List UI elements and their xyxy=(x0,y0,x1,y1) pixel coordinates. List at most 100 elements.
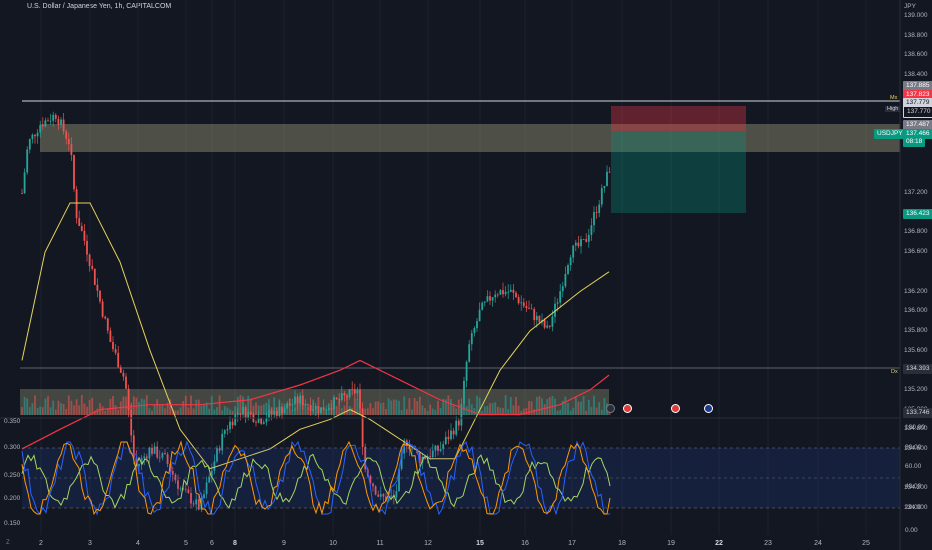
volume-bar xyxy=(65,408,68,415)
volume-bar xyxy=(153,404,156,415)
candle-body xyxy=(606,171,608,187)
candle-body xyxy=(52,114,55,121)
candle-body xyxy=(112,342,114,350)
volume-bar xyxy=(101,406,104,415)
candle-body xyxy=(442,444,445,449)
candle-body xyxy=(101,301,104,317)
candle-body xyxy=(125,376,127,389)
candle-body xyxy=(561,286,564,292)
candle-body xyxy=(325,409,328,411)
supply-zone xyxy=(40,124,900,152)
candle-body xyxy=(494,294,497,298)
volume-bar xyxy=(502,408,504,415)
price-tag-2: 137.823 xyxy=(903,90,932,100)
candle-body xyxy=(320,407,322,414)
volume-bar xyxy=(587,399,590,415)
volume-bar xyxy=(151,410,153,415)
mx-label: Mx xyxy=(890,95,898,101)
us-flag-icon[interactable] xyxy=(704,404,713,413)
candle-body xyxy=(400,453,403,469)
snapshot-icon[interactable] xyxy=(606,404,615,413)
candle-body xyxy=(353,389,356,394)
volume-bar xyxy=(538,396,541,415)
candle-body xyxy=(171,471,174,475)
candle-body xyxy=(535,315,538,321)
volume-bar xyxy=(398,400,400,415)
volume-bar xyxy=(78,405,81,415)
candle-body xyxy=(478,309,481,322)
candle-body xyxy=(439,448,442,451)
volume-bar xyxy=(26,398,29,415)
volume-bar xyxy=(216,407,218,415)
symbol-title[interactable]: U.S. Dollar / Japanese Yen, 1h, CAPITALC… xyxy=(27,3,172,10)
volume-bar xyxy=(517,405,520,415)
volume-bar xyxy=(41,407,44,415)
time-axis-tick: 9 xyxy=(282,540,286,547)
osc-left-tick: 0.350 xyxy=(4,418,21,425)
volume-bar xyxy=(31,403,34,415)
volume-bar xyxy=(23,396,26,415)
volume-bar xyxy=(125,396,127,415)
osc-left-tick: 0.150 xyxy=(4,520,21,527)
volume-bar xyxy=(343,405,346,415)
candle-body xyxy=(377,494,380,497)
volume-bar xyxy=(377,401,380,415)
time-axis-tick: 4 xyxy=(136,540,140,547)
candle-body xyxy=(530,308,533,310)
volume-bar xyxy=(577,401,580,415)
candle-body xyxy=(333,397,335,410)
volume-bar xyxy=(390,400,393,415)
currency-label: JPY xyxy=(904,3,916,10)
candle-body xyxy=(317,405,320,414)
oscillator-green-line xyxy=(21,453,611,509)
time-axis-tick: 2 xyxy=(39,540,43,547)
candle-body xyxy=(148,447,151,459)
volume-bar xyxy=(494,402,497,415)
volume-bar xyxy=(166,402,169,415)
volume-bar xyxy=(548,397,551,415)
candle-body xyxy=(39,125,42,133)
candle-body xyxy=(26,149,29,173)
volume-bar xyxy=(28,407,31,415)
volume-bar xyxy=(93,410,96,415)
volume-bar xyxy=(364,408,367,415)
volume-bar xyxy=(486,405,489,415)
candle-body xyxy=(75,189,78,219)
candle-body xyxy=(496,294,499,296)
timezone-button[interactable]: Z xyxy=(6,540,10,546)
volume-bar xyxy=(247,395,250,415)
volume-bar xyxy=(249,399,252,415)
candle-body xyxy=(390,495,393,497)
event-flag-icon[interactable] xyxy=(623,404,632,413)
volume-bar xyxy=(530,401,533,415)
volume-bar xyxy=(57,400,60,415)
candle-body xyxy=(424,456,426,459)
volume-bar xyxy=(559,409,562,415)
volume-bar xyxy=(106,409,109,415)
volume-bar xyxy=(356,398,359,415)
candle-body xyxy=(73,154,75,190)
candle-body xyxy=(65,131,68,139)
candle-body xyxy=(127,388,130,411)
time-axis-tick: 3 xyxy=(88,540,92,547)
candle-body xyxy=(226,429,229,431)
volume-bar xyxy=(158,404,161,415)
candle-body xyxy=(164,453,166,455)
volume-bar xyxy=(535,396,538,415)
event-flag-icon[interactable] xyxy=(671,404,680,413)
volume-bar xyxy=(39,406,42,415)
target-tag: 136.423 xyxy=(903,209,932,219)
volume-bar xyxy=(169,399,172,415)
volume-bar xyxy=(424,408,426,415)
volume-bar xyxy=(117,409,120,415)
candle-body xyxy=(346,395,348,398)
volume-bar xyxy=(54,409,57,415)
candle-body xyxy=(104,316,107,319)
candle-body xyxy=(114,349,117,353)
candle-body xyxy=(218,448,221,451)
candle-body xyxy=(140,458,143,465)
candle-body xyxy=(268,410,270,419)
volume-bar xyxy=(572,407,575,415)
candle-body xyxy=(587,234,590,242)
